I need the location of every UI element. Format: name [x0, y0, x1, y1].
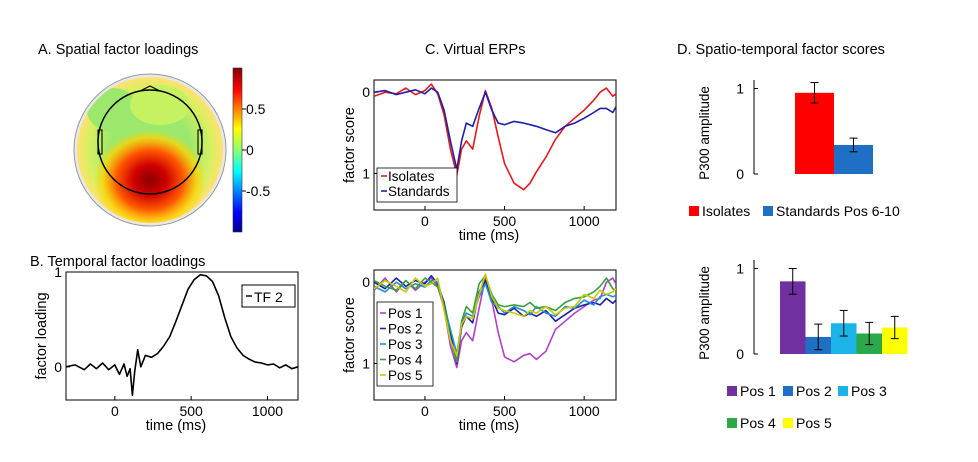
y-tick-label: 0 [362, 84, 370, 100]
legend-label: Pos 5 [796, 415, 832, 431]
legend-label: Isolates [388, 169, 435, 184]
legend-swatch [838, 386, 848, 396]
legend-label: Standards Pos 6-10 [776, 203, 900, 219]
x-axis-label: time (ms) [146, 418, 206, 434]
x-tick-label: 500 [493, 213, 517, 229]
series-line-pos-5 [374, 273, 616, 357]
legend-label: Pos 4 [388, 353, 423, 368]
panel-b-title: B. Temporal factor loadings [30, 254, 206, 270]
y-axis-label: P300 amplitude [697, 86, 712, 180]
y-axis-label: factor loading [34, 292, 50, 379]
legend-label: Pos 3 [851, 383, 887, 399]
legend-box [376, 301, 434, 387]
panel-a-title: A. Spatial factor loadings [38, 42, 199, 58]
y-tick-label: 1 [362, 165, 370, 181]
legend-label: Pos 2 [796, 383, 832, 399]
y-tick-label: 0 [736, 346, 744, 362]
series-line-standards [374, 87, 616, 171]
y-tick-label: 0 [362, 274, 370, 290]
colorbar [232, 67, 243, 233]
x-tick-label: 0 [111, 403, 119, 419]
x-tick-label: 1000 [252, 403, 283, 419]
legend-swatch [763, 206, 773, 216]
legend-swatch [783, 386, 793, 396]
series-line-tf-2 [66, 273, 298, 397]
colorbar-tick-label: -0.5 [246, 183, 270, 199]
legend-label: Pos 1 [388, 306, 423, 321]
legend-box [376, 167, 458, 203]
y-axis-label: P300 amplitude [697, 266, 712, 360]
y-tick-label: 1 [362, 355, 370, 371]
x-tick-label: 0 [421, 403, 429, 419]
topomap [73, 73, 227, 227]
y-tick-label: 0 [736, 166, 744, 182]
legend-label: Pos 4 [740, 415, 776, 431]
p300-isolates-standards-bars: 0 1 P300 amplitude Isolates Standards Pos 6-… [689, 80, 900, 219]
x-axis-label: time (ms) [459, 418, 519, 434]
legend-label: Standards [388, 184, 450, 199]
erp-isolates-standards-chart: 0 500 1000 0 1 time (ms) factor score IsolatesS… [342, 79, 617, 244]
legend-label: Pos 2 [388, 322, 423, 337]
colorbar-tick-label: 0 [246, 142, 254, 158]
legend-label: Pos 5 [388, 368, 423, 383]
y-tick-label: 1 [736, 261, 744, 277]
y-axis-label: factor score [342, 297, 358, 373]
x-axis-label: time (ms) [459, 228, 519, 244]
x-tick-label: 1000 [569, 403, 600, 419]
y-tick-label: 1 [54, 264, 62, 280]
p300-positions-bars: 0 1 P300 amplitude Pos 1 Pos 2 Pos 3 Pos 4 Pos … [697, 260, 908, 431]
legend-swatch [783, 418, 793, 428]
legend-swatch [727, 418, 737, 428]
x-tick-label: 500 [179, 403, 203, 419]
colorbar-ticks: 0.5 0 -0.5 [242, 101, 270, 199]
y-tick-label: 0 [54, 359, 62, 375]
legend-swatch [689, 206, 699, 216]
y-tick-label: 1 [736, 81, 744, 97]
legend-label: Isolates [702, 203, 750, 219]
legend-swatch [727, 386, 737, 396]
legend-label: Pos 3 [388, 337, 423, 352]
y-axis-label: factor score [342, 107, 358, 183]
x-tick-label: 1000 [569, 213, 600, 229]
x-tick-label: 500 [493, 403, 517, 419]
legend-box [241, 284, 296, 308]
bar-isolates [795, 92, 834, 174]
legend-label: Pos 1 [740, 383, 776, 399]
colorbar-tick-label: 0.5 [246, 101, 266, 117]
temporal-loadings-chart: 0 500 1000 0 1 time (ms) factor loading TF 2 [34, 264, 299, 434]
legend-label: TF 2 [254, 289, 283, 305]
panel-c-title: C. Virtual ERPs [425, 42, 526, 58]
x-tick-label: 0 [421, 213, 429, 229]
panel-d-title: D. Spatio-temporal factor scores [677, 42, 885, 58]
